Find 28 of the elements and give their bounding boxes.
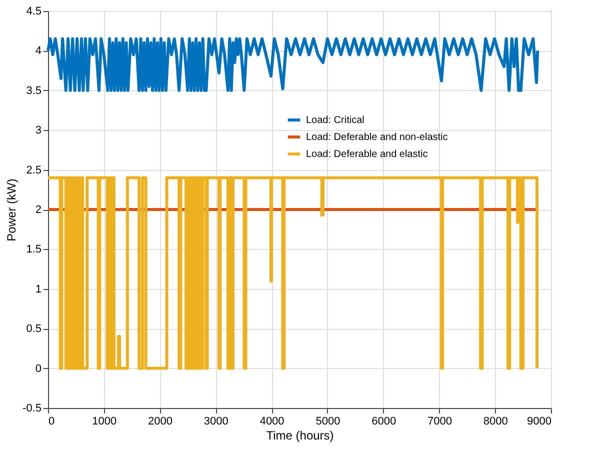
x-tick-label: 8000 [483, 416, 508, 428]
x-tick-label: 0 [48, 416, 55, 428]
y-tick-label: 0.5 [26, 323, 42, 336]
y-tick-label: -0.5 [22, 402, 42, 414]
y-tick-label: 2.5 [26, 164, 42, 176]
y-tick-label: 2 [35, 204, 42, 216]
legend-label: Load: Critical [306, 115, 364, 126]
y-axis-title: Power (kW) [4, 178, 19, 242]
x-tick-label: 2000 [148, 416, 173, 428]
x-axis-title: Time (hours) [266, 428, 334, 442]
y-tick-label: 1.5 [26, 244, 42, 256]
x-tick-label: 3000 [204, 416, 228, 428]
x-tick-label: 1000 [92, 416, 117, 428]
x-tick-label: 6000 [372, 416, 396, 428]
y-tick-label: 3.5 [26, 84, 42, 97]
y-tick-label: 4.5 [26, 6, 42, 18]
x-tick-label: 7000 [427, 416, 452, 428]
x-tick-label: 4000 [260, 416, 284, 428]
y-tick-label: 3 [35, 124, 42, 137]
legend-label: Load: Deferable and non-elastic [306, 132, 448, 143]
y-tick-label: 4 [35, 45, 42, 58]
y-tick-label: 0 [35, 362, 42, 375]
line-series [46, 176, 539, 370]
x-tick-label: 9000 [527, 416, 552, 428]
y-tick-label: 1 [35, 283, 42, 296]
line-series [46, 37, 540, 92]
legend-label: Load: Deferable and elastic [306, 149, 428, 160]
x-tick-label: 5000 [316, 416, 340, 428]
